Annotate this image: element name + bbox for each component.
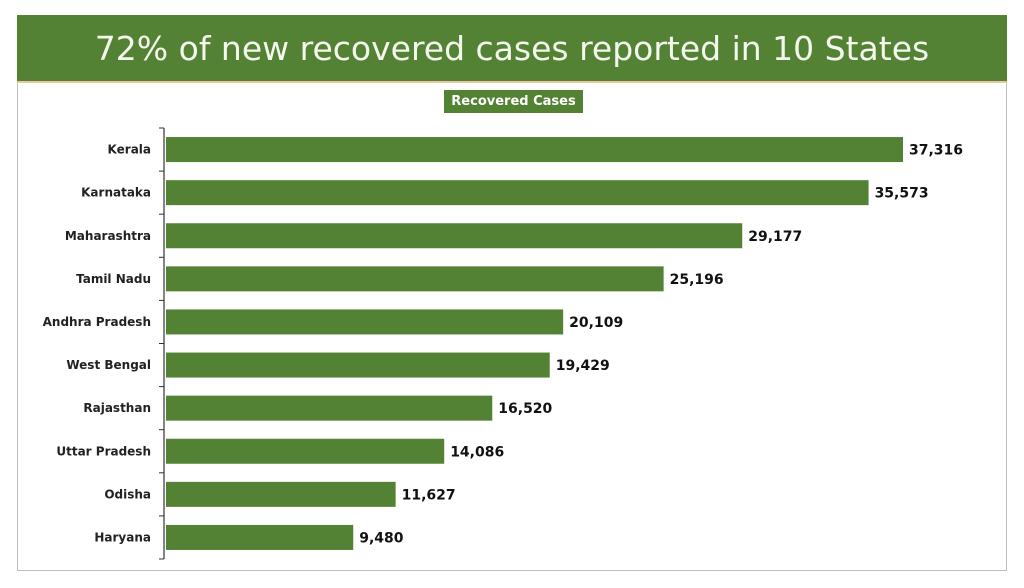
- data-label: 29,177: [748, 229, 802, 245]
- data-label: 16,520: [498, 401, 552, 417]
- data-label: 20,109: [569, 315, 623, 331]
- bar-karnataka: [166, 180, 869, 206]
- category-label: Rajasthan: [83, 401, 151, 415]
- bar-tamil-nadu: [166, 266, 664, 292]
- category-label: Tamil Nadu: [76, 272, 151, 286]
- data-label: 25,196: [670, 272, 724, 288]
- category-label: Haryana: [94, 530, 151, 544]
- category-label: Karnataka: [81, 186, 151, 200]
- data-label: 11,627: [402, 487, 456, 503]
- data-label: 35,573: [875, 186, 929, 202]
- bar-odisha: [166, 481, 396, 507]
- category-label: Andhra Pradesh: [43, 315, 151, 329]
- category-label: Uttar Pradesh: [56, 444, 151, 458]
- category-label: Kerala: [108, 143, 151, 157]
- category-label: Maharashtra: [65, 229, 151, 243]
- bar-west-bengal: [166, 352, 550, 378]
- data-label: 19,429: [556, 358, 610, 374]
- category-label: Odisha: [104, 487, 151, 501]
- legend-label: Recovered Cases: [444, 90, 583, 113]
- bar-rajasthan: [166, 395, 493, 421]
- bar-andhra-pradesh: [166, 309, 564, 335]
- data-label: 37,316: [909, 143, 963, 159]
- chart-title: 72% of new recovered cases reported in 1…: [17, 15, 1007, 83]
- bar-uttar-pradesh: [166, 438, 445, 464]
- bar-kerala: [166, 137, 903, 163]
- category-label: West Bengal: [66, 358, 151, 372]
- data-label: 14,086: [450, 444, 504, 460]
- bar-maharashtra: [166, 223, 743, 249]
- data-label: 9,480: [359, 530, 404, 546]
- bar-haryana: [166, 524, 354, 550]
